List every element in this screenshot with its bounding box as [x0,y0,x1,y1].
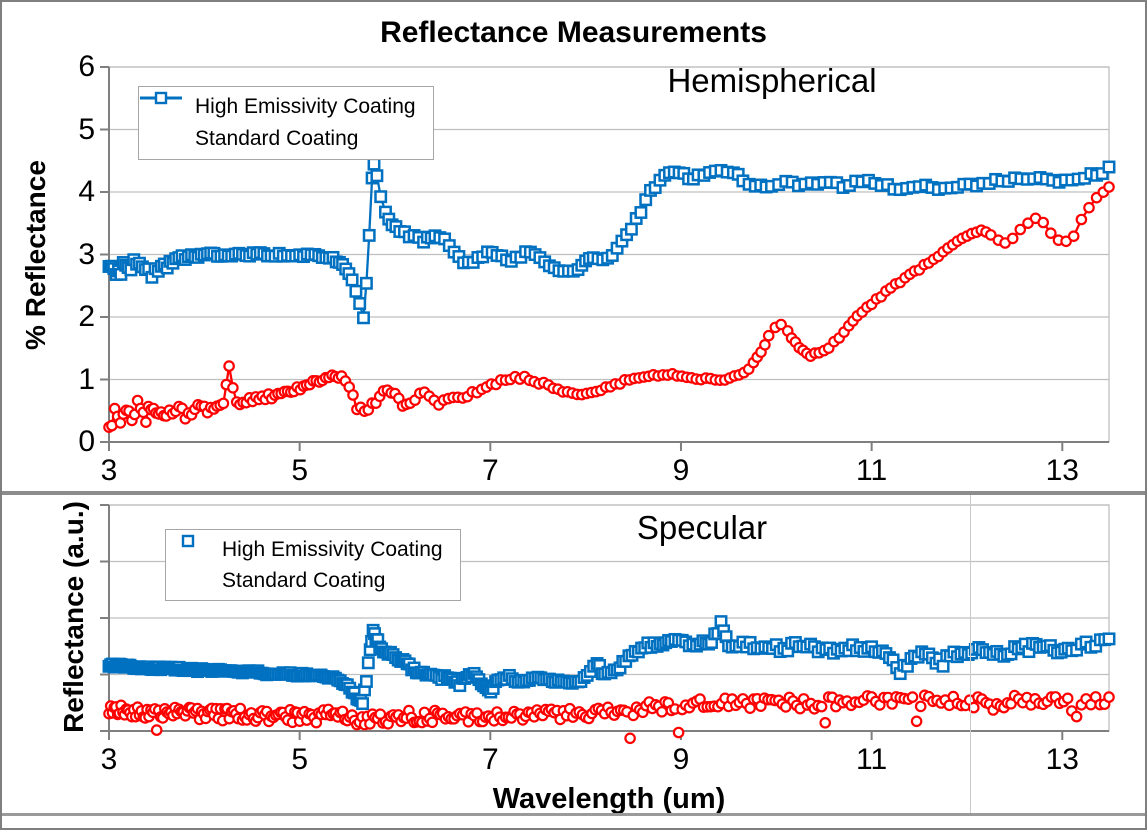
legend-label: Standard Coating [222,568,386,592]
y-tick-label: 0 [78,425,95,458]
blue-square-line-marker-icon [140,91,195,150]
y-tick-label: 3 [78,237,95,271]
x-tick-label: 7 [481,743,499,776]
legend-label: Standard Coating [195,127,359,150]
x-tick-label: 9 [672,743,690,776]
legend-label: High Emissivity Coating [222,537,443,561]
hemispherical-chart-panel: Reflectance Measurements Hemispherical %… [2,2,1145,495]
x-tick-label: 9 [672,454,690,487]
x-tick-label: 13 [1045,743,1079,776]
legend-item-high-emissivity[interactable]: High Emissivity Coating [176,535,450,563]
hemispherical-plot-area [100,66,1116,451]
y-tick-label: 6 [78,50,95,83]
x-tick-label: 3 [100,454,118,487]
legend-specular[interactable]: High Emissivity Coating Standard Coating [165,529,461,601]
x-tick-label: 11 [856,743,888,776]
y-tick-label: 4 [78,175,95,208]
x-tick-label: 3 [100,743,118,776]
x-tick-label: 13 [1045,454,1079,487]
specular-chart-panel: Specular Reflectance (a.u.) Wavelength (… [2,495,1145,828]
x-tick-label: 5 [291,743,308,776]
x-tick-label: 5 [291,454,308,487]
blue-square-marker-icon [176,534,222,592]
specular-label: Specular [636,509,768,546]
panel-seam-line [970,495,971,813]
legend-label: High Emissivity Coating [195,95,416,118]
x-tick-label: 7 [481,454,499,487]
x-tick-label: 11 [856,454,888,487]
legend-item-standard[interactable]: Standard Coating [176,534,450,594]
hemispherical-label: Hemispherical [667,62,877,99]
y-tick-label: 2 [78,300,95,333]
legend-item-standard[interactable]: Standard Coating [140,91,423,153]
y-tick-label: 1 [78,362,95,396]
y-axis-title-bottom: Reflectance (a.u.) [58,501,89,733]
y-axis-title-top: % Reflectance [20,160,51,350]
y-tick-label: 5 [78,112,95,146]
chart-title: Reflectance Measurements [380,16,767,49]
x-axis-title: Wavelength (um) [492,783,726,815]
legend-hemispherical[interactable]: High Emissivity Coating Standard Coating [138,86,434,160]
specular-plot-area [100,504,1116,745]
legend-item-high-emissivity[interactable]: High Emissivity Coating [140,92,423,121]
bottom-frame-rule [2,813,1145,816]
